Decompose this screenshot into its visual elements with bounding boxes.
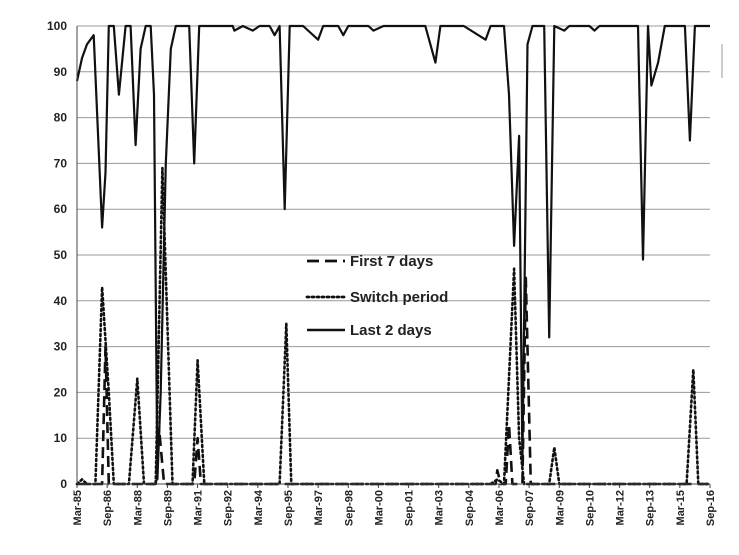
series-line-3: [75, 24, 710, 481]
x-tick-label: Sep-98: [343, 490, 355, 526]
x-tick-label: Sep-07: [524, 490, 536, 526]
y-axis-tick-labels: 0 10 20 30 40 50 60 70 80 90 100: [47, 19, 67, 491]
x-tick-label: Sep-86: [102, 490, 114, 526]
gridlines: [77, 25, 710, 439]
x-tick-label: Mar-09: [554, 490, 566, 525]
legend-label: Switch period: [350, 289, 448, 306]
x-tick-label: Mar-97: [313, 490, 325, 525]
y-tick-label: 10: [54, 431, 68, 445]
x-tick-label: Mar-15: [675, 490, 687, 525]
x-tick-label: Mar-94: [253, 489, 265, 525]
x-tick-label: Sep-13: [645, 490, 657, 526]
y-tick-label: 40: [54, 294, 68, 308]
y-tick-label: 30: [54, 340, 68, 354]
x-tick-label: Sep-10: [584, 490, 596, 526]
x-tick-label: Sep-01: [404, 490, 416, 526]
legend-label: Last 2 days: [350, 322, 432, 339]
x-tick-label: Mar-00: [373, 490, 385, 525]
x-tick-label: Mar-85: [72, 490, 84, 525]
y-tick-label: 70: [54, 156, 68, 170]
legend-label: First 7 days: [350, 253, 433, 270]
y-tick-label: 100: [47, 19, 67, 33]
y-tick-label: 60: [54, 202, 68, 216]
x-tick-label: Mar-12: [615, 490, 627, 525]
y-tick-label: 20: [54, 385, 68, 399]
y-tick-label: 90: [54, 65, 68, 79]
x-tick-label: Sep-04: [464, 489, 476, 526]
x-axis-tick-labels: Mar-85 Sep-86 Mar-88 Sep-89 Mar-91 Sep-92 Mar-…: [72, 484, 717, 526]
y-tick-label: 0: [60, 477, 67, 491]
x-tick-label: Sep-16: [705, 490, 717, 526]
axes: [76, 26, 723, 485]
x-tick-label: Sep-95: [283, 490, 295, 526]
x-tick-label: Mar-03: [434, 490, 446, 525]
y-tick-label: 50: [54, 248, 68, 262]
x-tick-label: Mar-88: [132, 490, 144, 525]
y-tick-label: 80: [54, 111, 68, 125]
legend: First 7 days Switch period Last 2 days: [305, 253, 448, 339]
x-tick-label: Sep-92: [223, 490, 235, 526]
x-tick-label: Sep-89: [162, 490, 174, 526]
x-tick-label: Mar-91: [193, 490, 205, 525]
x-tick-label: Mar-06: [494, 490, 506, 525]
